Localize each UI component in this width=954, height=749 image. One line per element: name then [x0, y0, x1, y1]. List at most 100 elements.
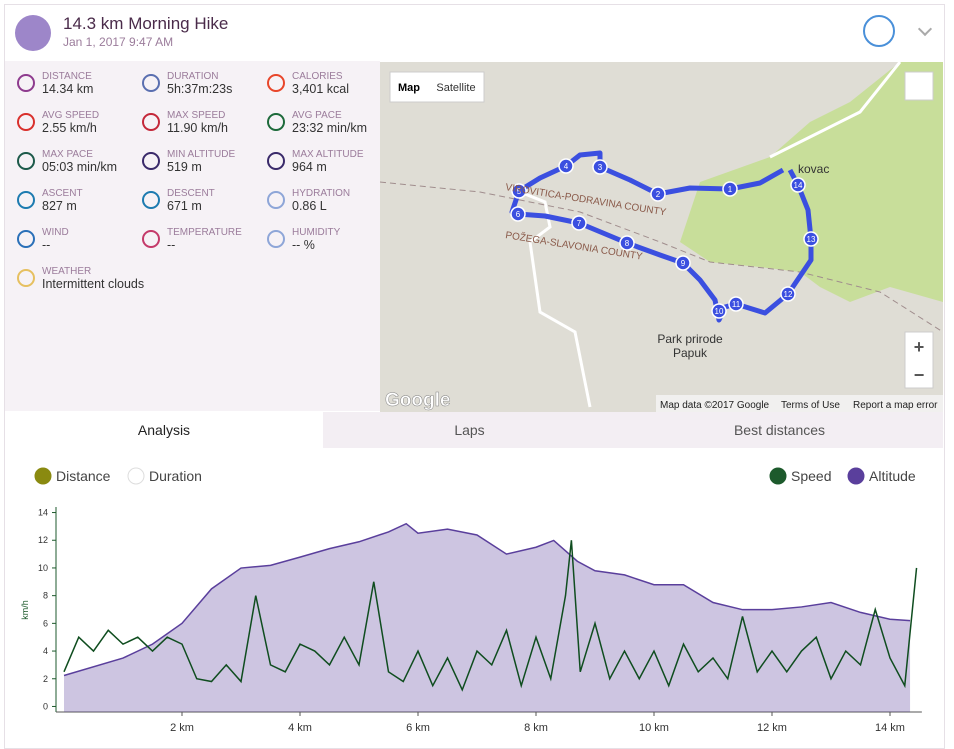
stat-label: DURATION: [167, 71, 219, 82]
map-button[interactable]: Map: [398, 82, 420, 94]
park-area: [680, 62, 943, 302]
stat-label: DISTANCE: [42, 71, 92, 82]
zoom-button[interactable]: +: [914, 337, 925, 357]
y-tick-label: 12: [38, 535, 48, 545]
toggle[interactable]: [34, 467, 52, 485]
stat-value: 5h:37m:23s: [167, 82, 233, 96]
x-tick-label: 8 km: [524, 722, 548, 734]
x-tick-label: 12 km: [757, 722, 787, 734]
stat: WEATHER Intermittent clouds: [17, 266, 162, 291]
stat-icon: [17, 74, 35, 92]
stat-icon: [17, 113, 35, 131]
route-marker: [650, 186, 666, 202]
marker-label: 12: [784, 290, 793, 299]
map-footer-text[interactable]: Report a map error: [853, 400, 938, 411]
y-tick-label: 8: [43, 591, 48, 601]
stat-icon: [142, 113, 160, 131]
stat-value: Intermittent clouds: [42, 277, 145, 291]
stat-value: 14.34 km: [42, 82, 94, 96]
chart: Distance Duration Speed Altitude km/h 0 2 4 6 8 10…: [20, 467, 922, 734]
stat: HUMIDITY -- %: [267, 227, 412, 252]
tab[interactable]: Analysis: [5, 412, 323, 448]
map[interactable]: 1234567891011121314VIROVITICA-PODRAVINA …: [380, 62, 943, 412]
stats-panel: DISTANCE 14.34 km DURATION 5h:37m:23s CALORI…: [5, 61, 380, 411]
map-footer-text[interactable]: Terms of Use: [781, 400, 840, 411]
marker-label: 14: [794, 181, 803, 190]
stat: DURATION 5h:37m:23s: [142, 71, 287, 96]
border: [380, 181, 943, 333]
zoom-button[interactable]: −: [914, 365, 925, 385]
y-tick-label: 0: [43, 701, 48, 711]
stat: MIN ALTITUDE 519 m: [142, 149, 287, 174]
toggle-label[interactable]: Duration: [149, 468, 202, 484]
stat: TEMPERATURE --: [142, 227, 287, 252]
stat: MAX ALTITUDE 964 m: [267, 149, 412, 174]
tab[interactable]: Laps: [454, 422, 485, 438]
marker-label: 1: [728, 185, 733, 194]
stat-icon: [142, 152, 160, 170]
marker-label: 10: [715, 307, 724, 316]
stat-value: 964 m: [292, 160, 327, 174]
y-tick-label: 14: [38, 508, 48, 518]
stat-value: 23:32 min/km: [292, 121, 368, 135]
stat-label: ASCENT: [42, 188, 83, 199]
stat-label: TEMPERATURE: [167, 227, 242, 238]
marker-label: 11: [732, 300, 741, 309]
stat-value: 2.55 km/h: [42, 121, 97, 135]
route-marker: [780, 286, 796, 302]
route-marker: [722, 181, 738, 197]
stat-label: HUMIDITY: [292, 227, 341, 238]
marker-label: 3: [598, 163, 603, 172]
map-footer: [656, 395, 943, 412]
stat-icon: [142, 230, 160, 248]
x-tick-label: 4 km: [288, 722, 312, 734]
x-tick-label: 6 km: [406, 722, 430, 734]
stat-value: 519 m: [167, 160, 202, 174]
toggle[interactable]: [769, 467, 787, 485]
route-marker: [790, 177, 806, 193]
stat-value: --: [167, 238, 176, 252]
stat: MAX PACE 05:03 min/km: [17, 149, 162, 174]
route-marker: [511, 183, 527, 199]
toggle-label[interactable]: Distance: [56, 468, 111, 484]
stat: WIND --: [17, 227, 162, 252]
route-marker: [571, 215, 587, 231]
marker-label: 9: [681, 259, 686, 268]
toggle[interactable]: [127, 467, 145, 485]
map-button[interactable]: Satellite: [436, 82, 475, 94]
x-tick-label: 14 km: [875, 722, 905, 734]
x-tick-label: 10 km: [639, 722, 669, 734]
stat-label: WEATHER: [42, 266, 92, 277]
stat-value: 827 m: [42, 199, 77, 213]
stat: AVG PACE 23:32 min/km: [267, 110, 412, 135]
stat-icon: [142, 74, 160, 92]
stat-value: --: [42, 238, 51, 252]
stat-icon: [267, 230, 285, 248]
stat: DESCENT 671 m: [142, 188, 287, 213]
toggle-label[interactable]: Altitude: [869, 468, 916, 484]
altitude-line: [63, 522, 911, 677]
map-label: kovac: [798, 162, 829, 176]
stat: DISTANCE 14.34 km: [17, 71, 162, 96]
stat-label: WIND: [42, 227, 69, 238]
stat: ASCENT 827 m: [17, 188, 162, 213]
stat-icon: [142, 191, 160, 209]
y-tick-label: 6: [43, 618, 48, 628]
stat-value: 11.90 km/h: [167, 121, 228, 135]
fullscreen-button[interactable]: [904, 71, 934, 101]
tab[interactable]: Best distances: [733, 422, 826, 438]
stat-label: CALORIES: [292, 71, 343, 82]
stat-label: AVG SPEED: [42, 110, 100, 121]
map-footer-text: Map data ©2017 Google: [660, 400, 770, 411]
route-marker: [728, 296, 744, 312]
marker-label: 6: [516, 210, 521, 219]
twitter-button[interactable]: [863, 15, 895, 47]
stat-value: 671 m: [167, 199, 202, 213]
altitude-area: [64, 523, 911, 712]
title: 14.3 km Morning Hike: [63, 14, 229, 33]
toggle[interactable]: [847, 467, 865, 485]
route-marker: [558, 158, 574, 174]
route-marker: [675, 255, 691, 271]
toggle-label[interactable]: Speed: [791, 468, 831, 484]
